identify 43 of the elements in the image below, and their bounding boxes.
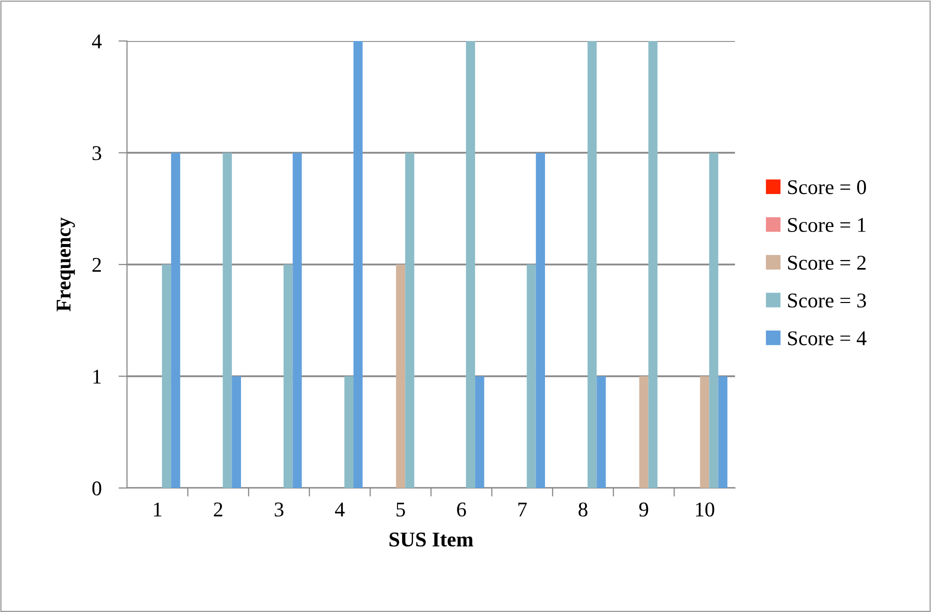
x-tick-label: 10 (696, 502, 714, 517)
bar (718, 376, 728, 488)
x-tick-label: 4 (335, 502, 345, 516)
x-tick-label: 2 (214, 502, 222, 516)
y-axis-title: Frequency (56, 217, 75, 312)
x-tick-label: 9 (639, 502, 648, 517)
bar (648, 41, 658, 488)
x-tick-label: 8 (578, 502, 588, 517)
bar (588, 41, 597, 488)
x-tick-label: 3 (274, 502, 284, 517)
bar (700, 376, 710, 488)
bar (292, 152, 302, 488)
bar (353, 41, 363, 488)
bar (162, 264, 172, 488)
legend-label: Score = 0 (788, 180, 866, 194)
bar (171, 152, 180, 488)
y-tick-label: 2 (92, 258, 101, 272)
y-tick-label: 3 (92, 146, 102, 160)
bar (405, 152, 414, 488)
x-tick-label: 6 (457, 502, 466, 517)
legend-label: Score = 1 (788, 218, 866, 232)
x-tick-label: 5 (396, 502, 405, 517)
bar (344, 376, 354, 488)
bar (709, 152, 718, 488)
bar (232, 376, 241, 488)
bar (466, 41, 476, 488)
x-tick-label: 7 (518, 502, 527, 516)
bar (475, 376, 484, 488)
bar (536, 152, 545, 488)
legend-label: Score = 2 (788, 256, 866, 270)
bar (222, 152, 232, 488)
y-tick-label: 0 (92, 481, 102, 496)
bar (284, 264, 293, 488)
x-tick-label: 1 (154, 502, 162, 516)
bar (526, 264, 536, 488)
x-axis-title: SUS Item (390, 532, 474, 547)
bar (596, 376, 606, 488)
bar (396, 264, 406, 488)
y-tick-label: 1 (93, 370, 101, 384)
legend-label: Score = 4 (788, 331, 866, 346)
legend-label: Score = 3 (788, 294, 866, 308)
y-tick-label: 4 (92, 34, 102, 48)
bar (639, 376, 648, 488)
